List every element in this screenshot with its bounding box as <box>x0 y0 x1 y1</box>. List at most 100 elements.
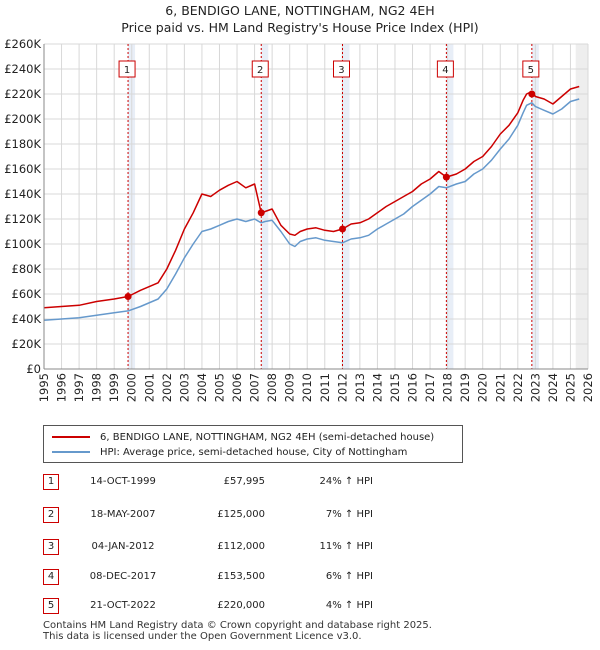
y-tick-label: £220K <box>4 87 41 101</box>
legend-label-hpi: HPI: Average price, semi-detached house,… <box>100 446 408 458</box>
x-tick-label: 2000 <box>125 373 139 402</box>
y-tick-label: £180K <box>4 137 41 151</box>
x-tick-label: 2005 <box>212 373 226 402</box>
chart-legend: 6, BENDIGO LANE, NOTTINGHAM, NG2 4EH (se… <box>43 425 463 463</box>
x-tick-label: 2016 <box>406 373 420 402</box>
sale-row: 3 04-JAN-2012 £112,000 11% ↑ HPI <box>43 538 443 556</box>
x-tick-label: 2001 <box>142 373 156 402</box>
y-tick-label: £260K <box>4 37 41 51</box>
sale-number: 3 <box>43 539 59 555</box>
property-price-line <box>43 85 580 309</box>
sale-hpi-change: 6% ↑ HPI <box>325 571 373 582</box>
footer-line-2: This data is licensed under the Open Gov… <box>43 631 362 642</box>
x-tick-label: 2018 <box>441 373 455 402</box>
sale-date: 14-OCT-1999 <box>90 476 156 487</box>
x-tick-label: 2002 <box>160 373 174 402</box>
sale-row: 2 18-MAY-2007 £125,000 7% ↑ HPI <box>43 506 443 524</box>
x-tick-label: 1995 <box>37 373 51 402</box>
x-tick-label: 2015 <box>388 373 402 402</box>
sale-number: 5 <box>43 598 59 614</box>
footer-line-1: Contains HM Land Registry data © Crown c… <box>43 620 432 631</box>
sale-highlight-band <box>446 44 454 369</box>
x-tick-label: 2004 <box>195 373 209 402</box>
x-tick-label: 2010 <box>300 373 314 402</box>
legend-line-hpi <box>52 451 90 453</box>
sale-hpi-change: 7% ↑ HPI <box>325 509 373 520</box>
sale-point <box>528 90 536 98</box>
sale-label-box <box>251 60 269 78</box>
legend-item-property: 6, BENDIGO LANE, NOTTINGHAM, NG2 4EH (se… <box>52 430 434 444</box>
sale-hpi-change: 4% ↑ HPI <box>325 600 373 611</box>
y-tick-label: £160K <box>4 162 41 176</box>
sale-point <box>257 209 265 217</box>
sale-hpi-change: 24% ↑ HPI <box>319 476 373 487</box>
sale-price: £57,995 <box>223 476 265 487</box>
title-line-1: 6, BENDIGO LANE, NOTTINGHAM, NG2 4EH <box>165 3 435 18</box>
y-tick-label: £40K <box>12 312 42 326</box>
y-tick-label: £240K <box>4 62 41 76</box>
sale-price: £153,500 <box>217 571 265 582</box>
legend-line-property <box>52 436 90 438</box>
y-tick-label: £80K <box>12 262 42 276</box>
x-tick-label: 2026 <box>581 373 595 402</box>
future-shading <box>575 44 588 369</box>
legend-item-hpi: HPI: Average price, semi-detached house,… <box>52 445 407 459</box>
sale-label-box <box>332 60 350 78</box>
x-tick-label: 1999 <box>107 373 121 402</box>
sale-price: £112,000 <box>217 541 265 552</box>
x-tick-label: 2017 <box>423 373 437 402</box>
sale-date: 08-DEC-2017 <box>89 571 157 582</box>
x-tick-label: 2023 <box>528 373 542 402</box>
sale-row: 4 08-DEC-2017 £153,500 6% ↑ HPI <box>43 568 443 586</box>
sale-label: 4 <box>442 65 448 76</box>
x-tick-label: 2012 <box>335 373 349 402</box>
plot-area <box>44 44 588 369</box>
sale-point <box>338 225 346 233</box>
x-tick-label: 2013 <box>353 373 367 402</box>
x-tick-label: 1997 <box>72 373 86 402</box>
x-tick-label: 2003 <box>177 373 191 402</box>
sale-row: 1 14-OCT-1999 £57,995 24% ↑ HPI <box>43 473 443 491</box>
x-tick-label: 2019 <box>458 373 472 402</box>
sale-label-box <box>436 60 454 78</box>
x-tick-label: 2024 <box>546 373 560 402</box>
legend-label-property: 6, BENDIGO LANE, NOTTINGHAM, NG2 4EH (se… <box>100 431 435 443</box>
sale-number: 2 <box>43 507 59 523</box>
sale-number: 4 <box>43 569 59 585</box>
sale-label-box <box>522 60 540 78</box>
x-tick-label: 2021 <box>493 373 507 402</box>
sale-point <box>124 293 132 301</box>
sale-point <box>442 173 450 181</box>
sale-row: 5 21-OCT-2022 £220,000 4% ↑ HPI <box>43 597 443 615</box>
y-tick-label: £120K <box>4 212 41 226</box>
x-tick-label: 2011 <box>318 373 332 402</box>
sale-date: 04-JAN-2012 <box>91 541 155 552</box>
y-tick-label: £200K <box>4 112 41 126</box>
sale-label-box <box>118 60 136 78</box>
sale-price: £125,000 <box>217 509 265 520</box>
x-tick-label: 1996 <box>55 373 69 402</box>
sale-label: 2 <box>257 65 263 76</box>
y-tick-label: £20K <box>12 337 42 351</box>
sale-hpi-change: 11% ↑ HPI <box>319 541 373 552</box>
x-tick-label: 2020 <box>476 373 490 402</box>
sale-number: 1 <box>43 474 59 490</box>
x-tick-label: 2014 <box>370 373 384 402</box>
sale-highlight-band <box>342 44 350 369</box>
x-tick-label: 1998 <box>90 373 104 402</box>
chart-title: 6, BENDIGO LANE, NOTTINGHAM, NG2 4EH Pri… <box>0 2 600 36</box>
sale-label: 3 <box>338 65 344 76</box>
y-tick-label: £0 <box>26 362 41 376</box>
sale-highlight-band <box>261 44 269 369</box>
price-chart: 1 2 3 4 5 £0 £20K £40K £60K £80K £100K £120K £140K £… <box>4 37 595 402</box>
sale-label: 1 <box>124 65 130 76</box>
y-tick-label: £140K <box>4 187 41 201</box>
y-tick-label: £60K <box>12 287 42 301</box>
sale-price: £220,000 <box>217 600 265 611</box>
hpi-line <box>43 98 580 322</box>
sale-date: 18-MAY-2007 <box>90 509 156 520</box>
x-tick-label: 2009 <box>283 373 297 402</box>
x-tick-label: 2022 <box>511 373 525 402</box>
x-tick-label: 2008 <box>265 373 279 402</box>
x-tick-label: 2025 <box>563 373 577 402</box>
